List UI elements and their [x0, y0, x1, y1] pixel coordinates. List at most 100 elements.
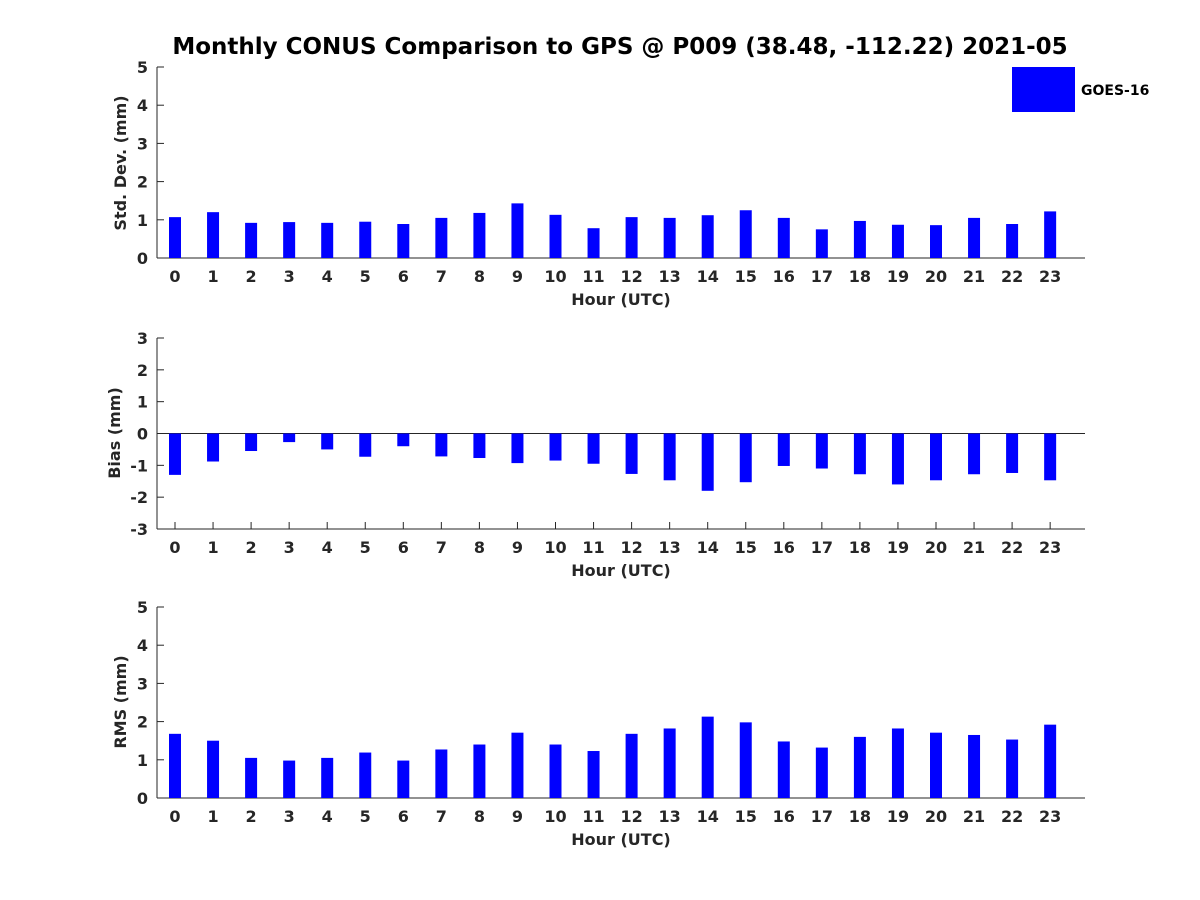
bias-x-tick-label: 6: [398, 538, 409, 557]
bias-bar: [1044, 433, 1057, 481]
rms-bar: [473, 744, 486, 798]
std-dev-x-tick-label: 22: [1001, 267, 1023, 286]
rms-x-tick-label: 14: [697, 807, 719, 826]
rms-x-tick-label: 15: [735, 807, 757, 826]
std-dev-bar: [739, 210, 752, 258]
std-dev-bar: [549, 214, 562, 258]
bias-x-tick-label: 21: [963, 538, 985, 557]
std-dev-bar: [511, 203, 524, 258]
bias-x-tick-label: 23: [1039, 538, 1061, 557]
std-dev-y-tick-label: 0: [137, 249, 148, 268]
std-dev-bar: [815, 229, 828, 258]
bias-x-tick-label: 14: [697, 538, 719, 557]
bias-bar: [245, 433, 258, 452]
legend-label: GOES-16: [1081, 83, 1149, 99]
bias-bar: [930, 433, 942, 481]
rms-y-tick-label: 0: [137, 789, 148, 808]
rms-x-tick-label: 22: [1001, 807, 1023, 826]
legend: GOES-16: [1012, 67, 1149, 112]
rms-bar: [1006, 739, 1019, 798]
rms-bar: [321, 757, 334, 798]
rms-bar: [853, 736, 866, 798]
std-dev-x-tick-label: 12: [620, 267, 642, 286]
std-dev-x-tick-label: 14: [697, 267, 719, 286]
std-dev-x-tick-label: 4: [322, 267, 333, 286]
std-dev-x-tick-label: 9: [512, 267, 523, 286]
rms-bar: [1044, 724, 1057, 798]
bias-bar: [739, 433, 752, 483]
rms-x-tick-label: 18: [849, 807, 871, 826]
rms-x-tick-label: 17: [811, 807, 833, 826]
bias-bar: [549, 433, 562, 461]
std-dev-x-tick-label: 16: [773, 267, 795, 286]
std-dev-bar: [473, 212, 486, 258]
rms-y-tick-label: 3: [137, 674, 148, 693]
std-dev-bar: [1006, 224, 1019, 258]
rms-x-tick-label: 16: [773, 807, 795, 826]
std-dev-x-tick-label: 18: [849, 267, 871, 286]
bias-x-tick-label: 4: [322, 538, 333, 557]
bias-bar: [701, 433, 714, 491]
std-dev-bar: [587, 228, 600, 258]
std-dev-x-tick-label: 8: [474, 267, 485, 286]
rms-bar: [815, 747, 828, 798]
chart-title: Monthly CONUS Comparison to GPS @ P009 (…: [172, 34, 1067, 60]
std-dev-bar: [321, 222, 334, 258]
rms-bar: [701, 716, 714, 798]
std-dev-y-tick-label: 2: [137, 173, 148, 192]
bias-x-tick-label: 5: [360, 538, 371, 557]
bias-bar: [891, 433, 904, 485]
bias-x-tick-label: 2: [246, 538, 257, 557]
std-dev-bar: [207, 212, 220, 258]
rms-bar: [245, 757, 258, 798]
rms-bar: [777, 741, 790, 798]
std-dev-x-tick-label: 5: [360, 267, 371, 286]
std-dev-x-tick-label: 10: [544, 267, 566, 286]
rms-x-tick-label: 6: [398, 807, 409, 826]
rms-bar: [511, 732, 524, 798]
bias-y-tick-label: -1: [130, 456, 148, 475]
std-dev-y-tick-label: 5: [137, 58, 148, 77]
bias-x-tick-label: 18: [849, 538, 871, 557]
bias-x-tick-label: 0: [169, 538, 180, 557]
bias-x-axis-label: Hour (UTC): [571, 561, 671, 580]
bias-bar: [815, 433, 828, 469]
std-dev-bar: [435, 217, 448, 258]
bias-bar: [663, 433, 676, 481]
std-dev-x-tick-label: 13: [659, 267, 681, 286]
std-dev-x-tick-label: 2: [246, 267, 257, 286]
bias-bar: [853, 433, 866, 475]
std-dev-bar: [777, 217, 790, 258]
rms-x-tick-label: 0: [169, 807, 180, 826]
bias-bar: [359, 433, 372, 457]
std-dev-bar: [397, 224, 410, 258]
std-dev-bar: [968, 217, 981, 258]
bias-bar: [321, 433, 334, 450]
rms-y-tick-label: 1: [137, 751, 148, 770]
std-dev-x-axis-label: Hour (UTC): [571, 290, 671, 309]
std-dev-x-tick-label: 15: [735, 267, 757, 286]
bias-x-tick-label: 1: [207, 538, 218, 557]
bias-x-tick-label: 8: [474, 538, 485, 557]
bias-x-tick-label: 17: [811, 538, 833, 557]
rms-x-tick-label: 8: [474, 807, 485, 826]
std-dev-bar: [701, 215, 714, 258]
std-dev-x-tick-label: 20: [925, 267, 947, 286]
rms-bar: [397, 760, 410, 798]
rms-x-tick-label: 11: [582, 807, 604, 826]
bias-bar: [625, 433, 638, 474]
std-dev-y-tick-label: 1: [137, 211, 148, 230]
bias-bar: [397, 433, 410, 447]
bias-x-tick-label: 11: [582, 538, 604, 557]
bias-y-tick-label: -3: [130, 520, 148, 539]
rms-bar: [207, 740, 220, 798]
std-dev-bar: [663, 217, 676, 258]
bias-bar: [777, 433, 790, 466]
rms-bar: [435, 749, 448, 798]
std-dev-bar: [245, 222, 258, 258]
bias-bar: [587, 433, 600, 464]
std-dev-x-tick-label: 7: [436, 267, 447, 286]
